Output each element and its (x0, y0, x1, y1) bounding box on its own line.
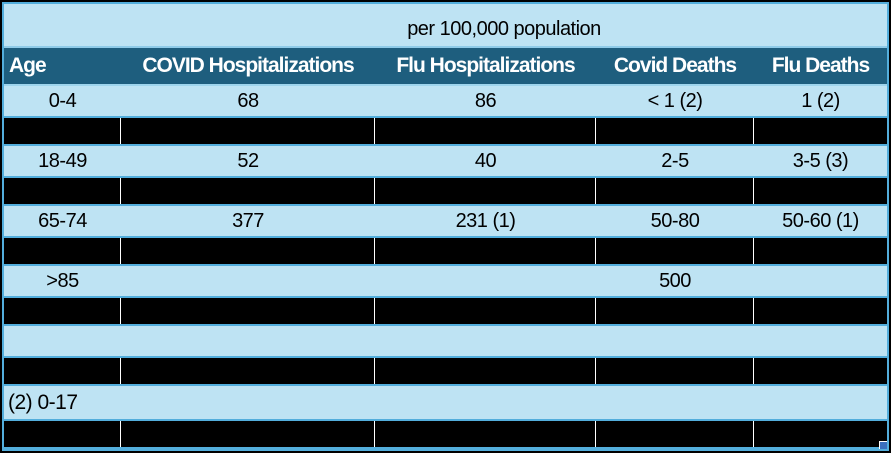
redacted-cell (754, 298, 887, 324)
redacted-cell (596, 358, 754, 384)
redacted-cell (754, 358, 887, 384)
redacted-cell (375, 421, 596, 447)
redacted-cell (4, 178, 121, 204)
table-cell[interactable]: 2-5 (661, 149, 689, 172)
table-rows: 0-4 68 86 < 1 (2) 1 (2) 18-49 52 40 2-5 3-5 (3) 65… (4, 86, 887, 449)
redacted-cell (121, 238, 375, 264)
table-cell[interactable]: 40 (474, 149, 497, 172)
empty-row (4, 326, 887, 356)
redacted-cell (4, 298, 121, 324)
table-cell[interactable]: 68 (237, 89, 259, 112)
redacted-cell (596, 421, 754, 447)
redacted-cell (596, 238, 754, 264)
redacted-row (4, 116, 887, 146)
column-header-age[interactable]: Age (9, 54, 47, 77)
table-cell[interactable]: 50-60 (1) (782, 209, 859, 232)
redacted-row (4, 419, 887, 449)
table-row: 0-4 68 86 < 1 (2) 1 (2) (4, 86, 887, 116)
redacted-cell (754, 118, 887, 144)
table-cell[interactable]: 65-74 (38, 209, 87, 232)
redacted-cell (596, 118, 754, 144)
table-cell[interactable]: >85 (46, 269, 79, 292)
redacted-cell (4, 358, 121, 384)
table-title-row: per 100,000 population (4, 4, 887, 48)
redacted-cell (375, 118, 596, 144)
table-cell[interactable]: 377 (232, 209, 264, 232)
table-cell[interactable]: < 1 (2) (647, 89, 703, 112)
redacted-cell (4, 238, 121, 264)
redacted-cell (375, 358, 596, 384)
redacted-row (4, 296, 887, 326)
footnote-row: (2) 0-17 (4, 386, 887, 419)
table-cell[interactable]: 1 (2) (801, 89, 840, 112)
redacted-cell (121, 298, 375, 324)
column-header-row: Age COVID Hospitalizations Flu Hospitali… (4, 48, 887, 86)
redacted-cell (121, 358, 375, 384)
redacted-cell (375, 298, 596, 324)
table-cell[interactable]: 231 (1) (455, 209, 516, 232)
redacted-cell (754, 421, 887, 447)
redacted-row (4, 236, 887, 266)
redacted-cell (596, 178, 754, 204)
redacted-cell (4, 421, 121, 447)
redacted-cell (596, 298, 754, 324)
table-row: 65-74 377 231 (1) 50-80 50-60 (1) (4, 206, 887, 236)
redacted-cell (121, 178, 375, 204)
table-row: >85 500 (4, 266, 887, 296)
column-header-covid-hospitalizations[interactable]: COVID Hospitalizations (142, 54, 354, 77)
column-header-flu-hospitalizations[interactable]: Flu Hospitalizations (396, 54, 575, 77)
redacted-row (4, 356, 887, 386)
fill-handle[interactable] (879, 441, 887, 449)
redacted-cell (121, 421, 375, 447)
table-cell[interactable]: 18-49 (38, 149, 87, 172)
footnote-text: (2) 0-17 (8, 390, 78, 414)
redacted-cell (375, 238, 596, 264)
table-cell[interactable]: 50-80 (650, 209, 700, 232)
table-body: per 100,000 population Age COVID Hospita… (4, 4, 887, 449)
redacted-row (4, 176, 887, 206)
table-cell[interactable]: 3-5 (3) (792, 149, 849, 172)
redacted-cell (121, 118, 375, 144)
table-row: 18-49 52 40 2-5 3-5 (3) (4, 146, 887, 176)
redacted-cell (754, 238, 887, 264)
redacted-cell (375, 178, 596, 204)
table-cell[interactable]: 86 (474, 89, 497, 112)
table-cell[interactable]: 52 (237, 149, 259, 172)
title-spacer (4, 4, 121, 46)
table-title: per 100,000 population (407, 18, 601, 40)
redacted-cell (754, 178, 887, 204)
redacted-cell (4, 118, 121, 144)
column-header-flu-deaths[interactable]: Flu Deaths (771, 54, 870, 77)
column-header-covid-deaths[interactable]: Covid Deaths (613, 54, 737, 77)
table-cell[interactable]: 0-4 (48, 89, 77, 112)
table-cell[interactable]: 500 (659, 269, 691, 292)
